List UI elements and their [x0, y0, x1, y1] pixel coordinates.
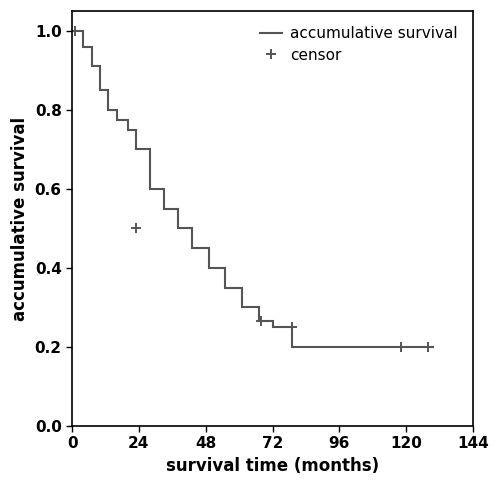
Y-axis label: accumulative survival: accumulative survival — [11, 117, 29, 321]
X-axis label: survival time (months): survival time (months) — [166, 457, 379, 475]
Legend: accumulative survival, censor: accumulative survival, censor — [252, 19, 466, 70]
